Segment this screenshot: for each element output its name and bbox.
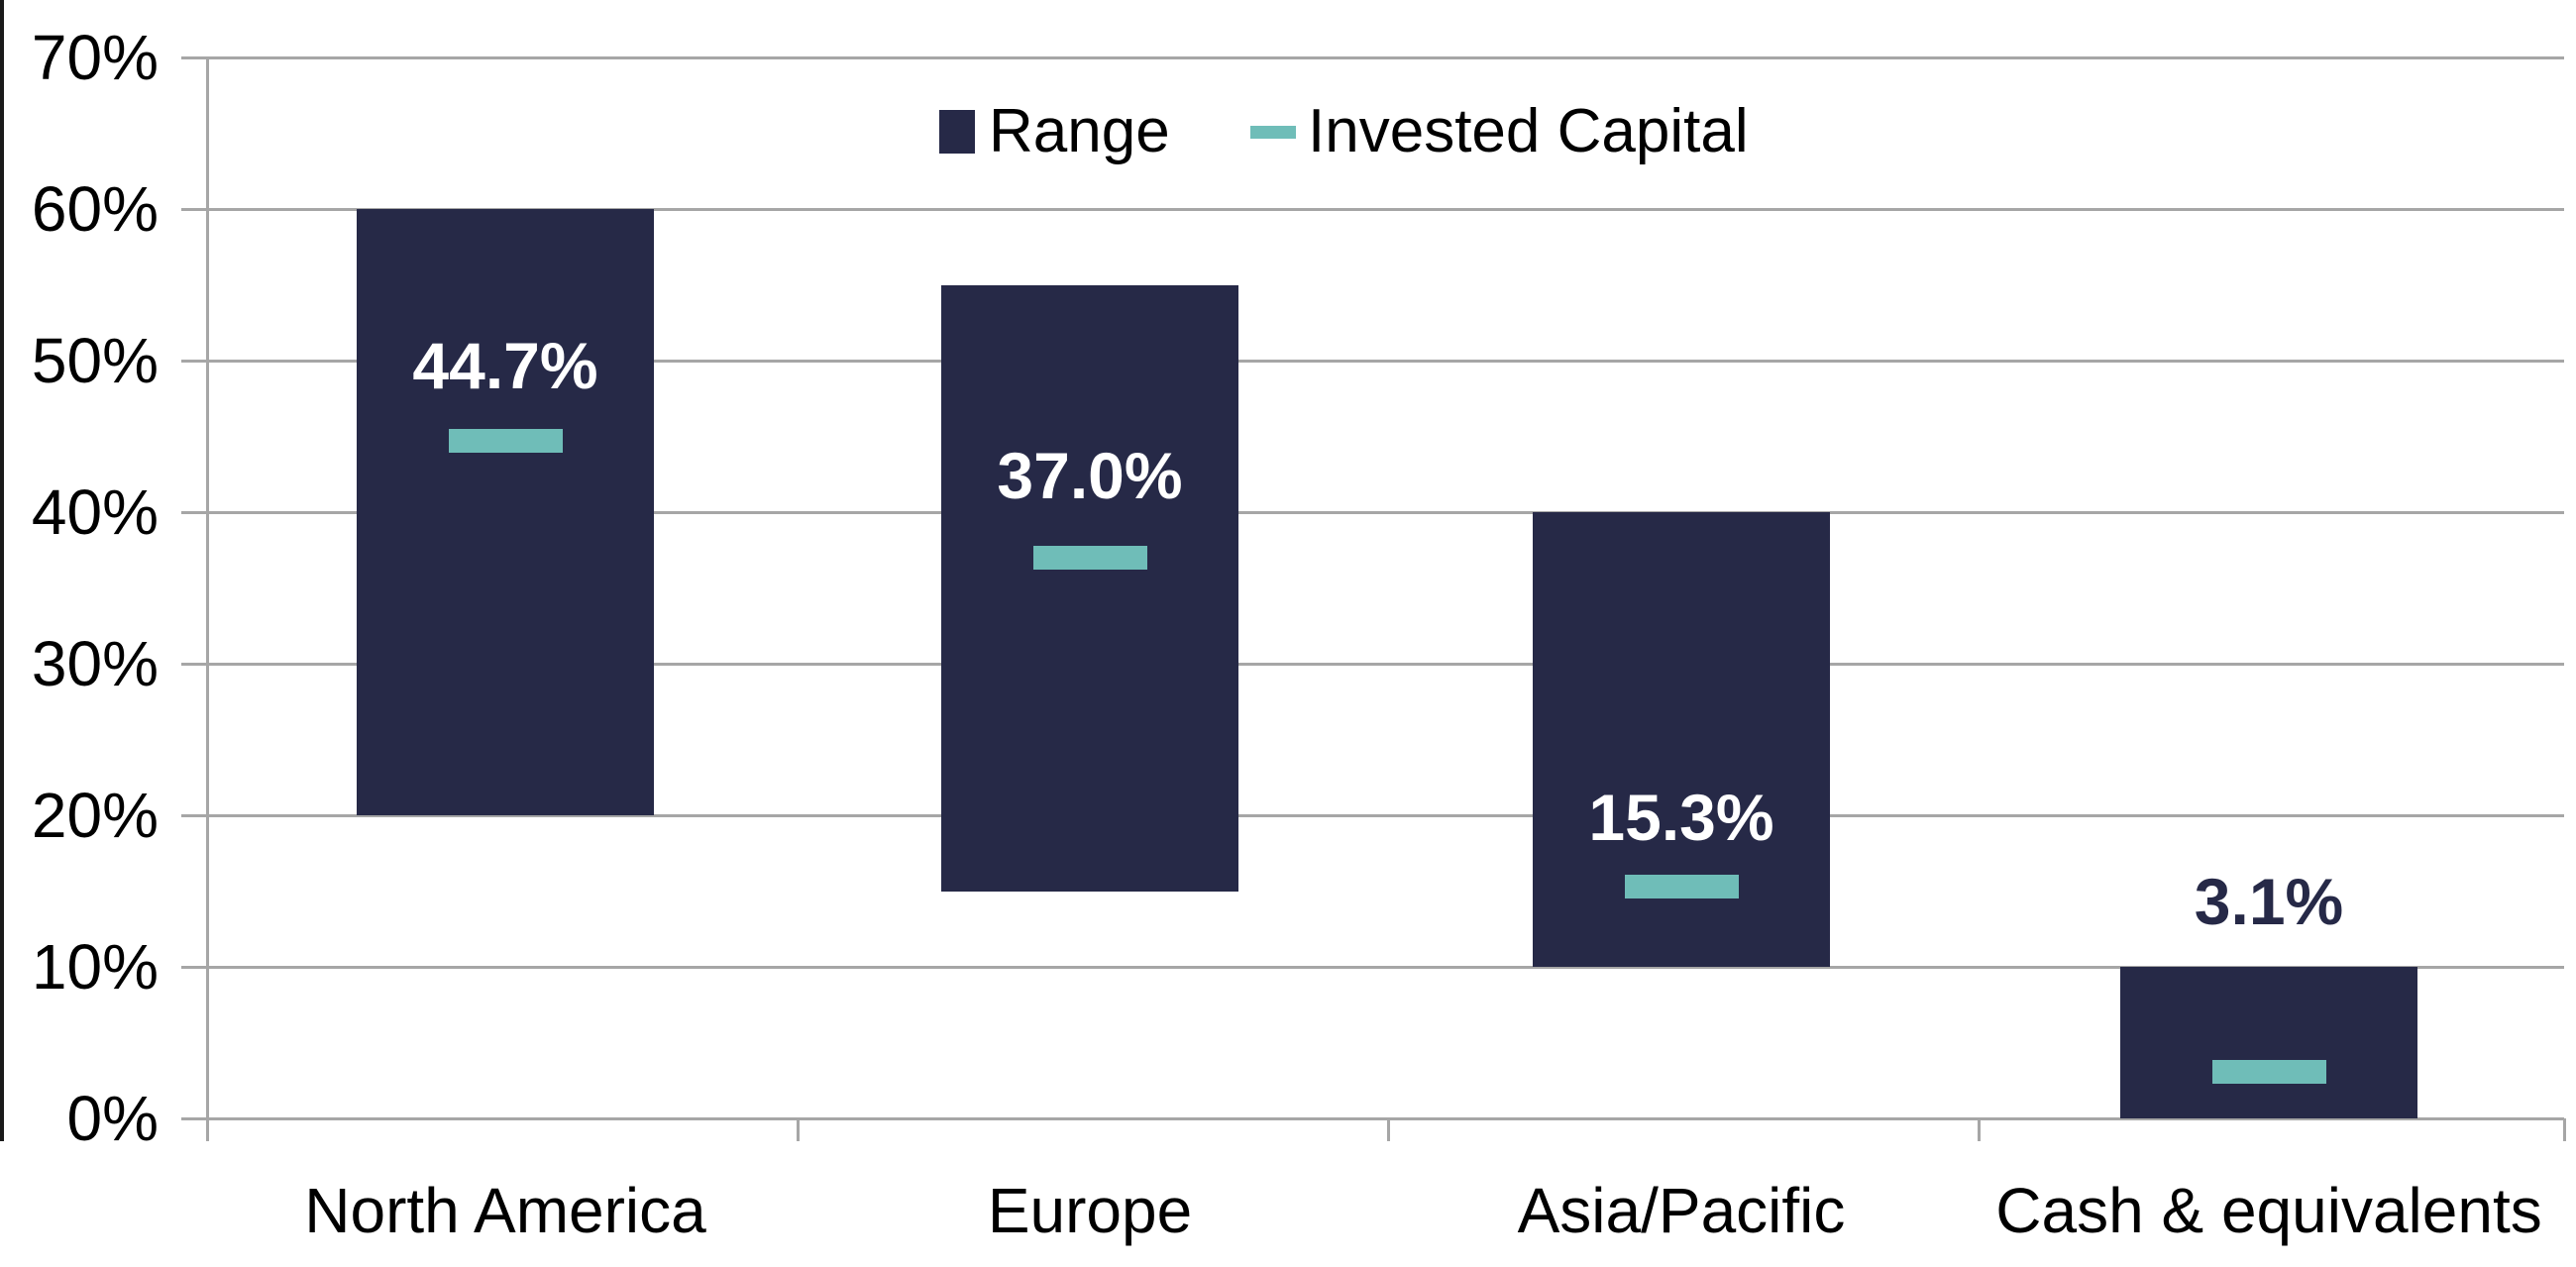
invested-capital-marker-0 (448, 429, 563, 454)
gridline-40 (181, 511, 2564, 514)
legend-range-label: Range (989, 97, 1170, 165)
gridline-30 (181, 663, 2564, 666)
x-axis-tick (797, 1118, 800, 1141)
invested-capital-marker-1 (1032, 545, 1147, 570)
x-axis-tick (1387, 1118, 1390, 1141)
legend-range-swatch-icon (939, 110, 975, 154)
y-axis-line (206, 57, 209, 1141)
invested-capital-marker-2 (1624, 874, 1739, 898)
y-axis-tick-label: 20% (31, 780, 159, 851)
range-bar-0 (357, 209, 654, 815)
gridline-60 (181, 208, 2564, 211)
x-axis-tick (1978, 1118, 1981, 1141)
category-label-0: North America (304, 1175, 706, 1246)
gridline-70 (181, 56, 2564, 59)
data-label-2: 15.3% (1588, 780, 1774, 854)
range-bar-2 (1533, 512, 1830, 967)
data-label-1: 37.0% (997, 439, 1183, 513)
y-axis-tick-label: 60% (31, 173, 159, 245)
y-axis-tick-label: 0% (66, 1083, 160, 1154)
y-axis-tick-label: 10% (31, 931, 159, 1003)
gridline-10 (181, 966, 2564, 969)
range-bar-1 (941, 284, 1238, 892)
data-label-3: 3.1% (2194, 865, 2344, 939)
y-axis-tick-label: 50% (31, 325, 159, 396)
x-axis-tick (2563, 1118, 2566, 1141)
category-label-3: Cash & equivalents (1995, 1175, 2542, 1246)
y-axis-tick-label: 30% (31, 628, 159, 699)
gridline-20 (181, 814, 2564, 817)
category-label-2: Asia/Pacific (1517, 1175, 1846, 1246)
invested-capital-marker-3 (2211, 1059, 2326, 1084)
y-axis-tick-label: 40% (31, 476, 159, 548)
legend-invested-capital-dash-icon (1250, 126, 1296, 139)
y-axis-tick-label: 70% (31, 22, 159, 93)
category-label-1: Europe (987, 1175, 1193, 1246)
page-left-border (0, 0, 4, 1141)
legend-invested-capital-label: Invested Capital (1308, 97, 1749, 165)
data-label-0: 44.7% (412, 328, 598, 402)
gridline-0 (181, 1117, 2564, 1120)
gridline-50 (181, 360, 2564, 363)
range-bar-3 (2120, 967, 2417, 1118)
